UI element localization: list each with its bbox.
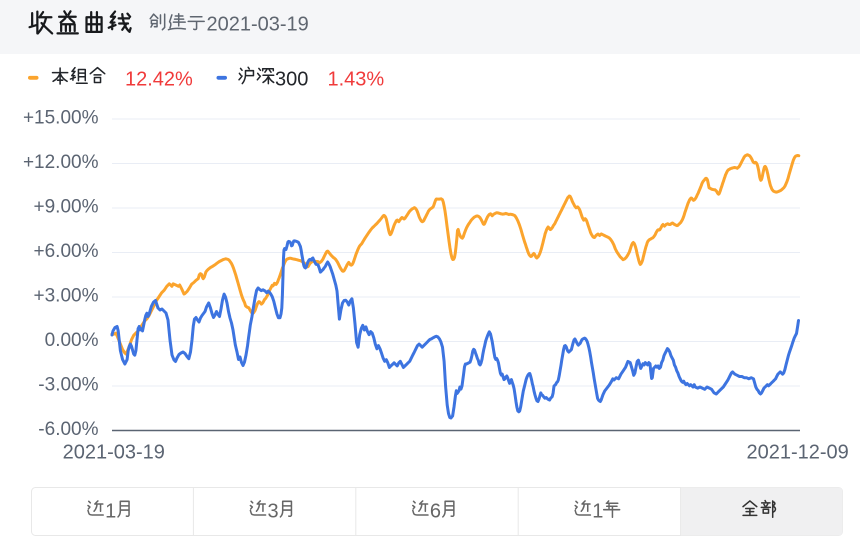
svg-text:+15.00%: +15.00% [23,108,99,129]
svg-text:0.00%: 0.00% [45,330,99,351]
svg-text:3: 3 [268,501,279,523]
svg-text:+3.00%: +3.00% [34,286,99,307]
svg-text:1: 1 [105,501,116,523]
svg-text:-6.00%: -6.00% [38,419,98,440]
svg-text:2021-12-09: 2021-12-09 [746,442,848,464]
svg-text:6: 6 [430,501,441,523]
svg-text:2021-03-19: 2021-03-19 [63,442,165,464]
svg-text:12.42%: 12.42% [125,69,193,91]
svg-text:+12.00%: +12.00% [23,152,99,173]
svg-text:1: 1 [592,501,603,523]
svg-text:2021-03-19: 2021-03-19 [207,14,309,36]
svg-text:-3.00%: -3.00% [38,375,98,396]
svg-text:1.43%: 1.43% [328,69,385,91]
svg-text:+9.00%: +9.00% [34,197,99,218]
svg-text:300: 300 [275,69,308,91]
svg-text:+6.00%: +6.00% [34,241,99,262]
